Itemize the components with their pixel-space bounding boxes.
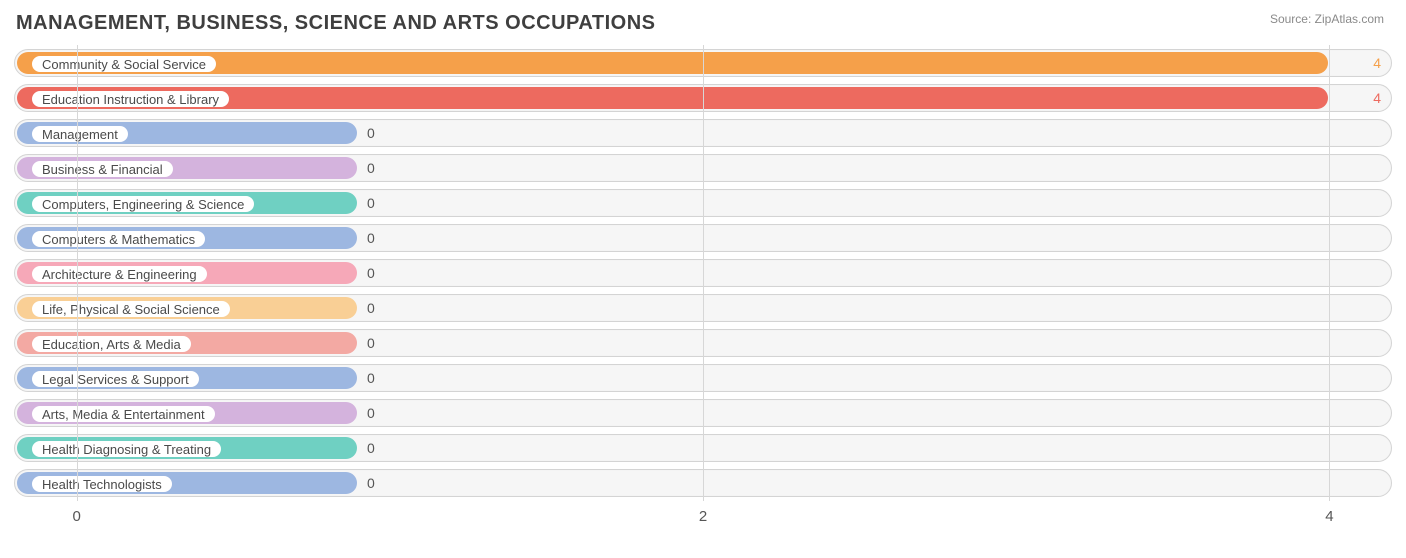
bar-label: Business & Financial — [31, 160, 174, 178]
bar-label: Life, Physical & Social Science — [31, 300, 231, 318]
bar-label: Education Instruction & Library — [31, 90, 230, 108]
bar-value: 0 — [367, 475, 375, 491]
bar-value: 0 — [367, 265, 375, 281]
bar-value: 0 — [367, 125, 375, 141]
bar-label: Management — [31, 125, 129, 143]
bar-label: Legal Services & Support — [31, 370, 200, 388]
gridline — [1329, 45, 1330, 501]
bar-label: Architecture & Engineering — [31, 265, 208, 283]
bar-label: Health Technologists — [31, 475, 173, 493]
bar-value: 0 — [367, 160, 375, 176]
source-attribution: Source: ZipAtlas.com — [1270, 12, 1384, 26]
chart-title: MANAGEMENT, BUSINESS, SCIENCE AND ARTS O… — [16, 12, 1392, 35]
bar-value: 4 — [1373, 55, 1381, 71]
x-axis-tick-label: 4 — [1325, 508, 1333, 525]
bar-value: 0 — [367, 230, 375, 246]
gridline — [703, 45, 704, 501]
bar-value: 0 — [367, 370, 375, 386]
bar-label: Computers, Engineering & Science — [31, 195, 255, 213]
bar-label: Computers & Mathematics — [31, 230, 206, 248]
bar-value: 0 — [367, 300, 375, 316]
bar-label: Health Diagnosing & Treating — [31, 440, 222, 458]
gridline — [77, 45, 78, 501]
x-axis-tick-label: 0 — [72, 508, 80, 525]
plot-area: Community & Social Service 4 Education Ins… — [14, 45, 1392, 525]
bar-label: Education, Arts & Media — [31, 335, 192, 353]
x-axis-tick-label: 2 — [699, 508, 707, 525]
bar-value: 0 — [367, 440, 375, 456]
bar-value: 4 — [1373, 90, 1381, 106]
bar-label: Community & Social Service — [31, 55, 217, 73]
chart-container: MANAGEMENT, BUSINESS, SCIENCE AND ARTS O… — [0, 0, 1406, 558]
bar-value: 0 — [367, 195, 375, 211]
bar-value: 0 — [367, 335, 375, 351]
bar-value: 0 — [367, 405, 375, 421]
bar-label: Arts, Media & Entertainment — [31, 405, 216, 423]
